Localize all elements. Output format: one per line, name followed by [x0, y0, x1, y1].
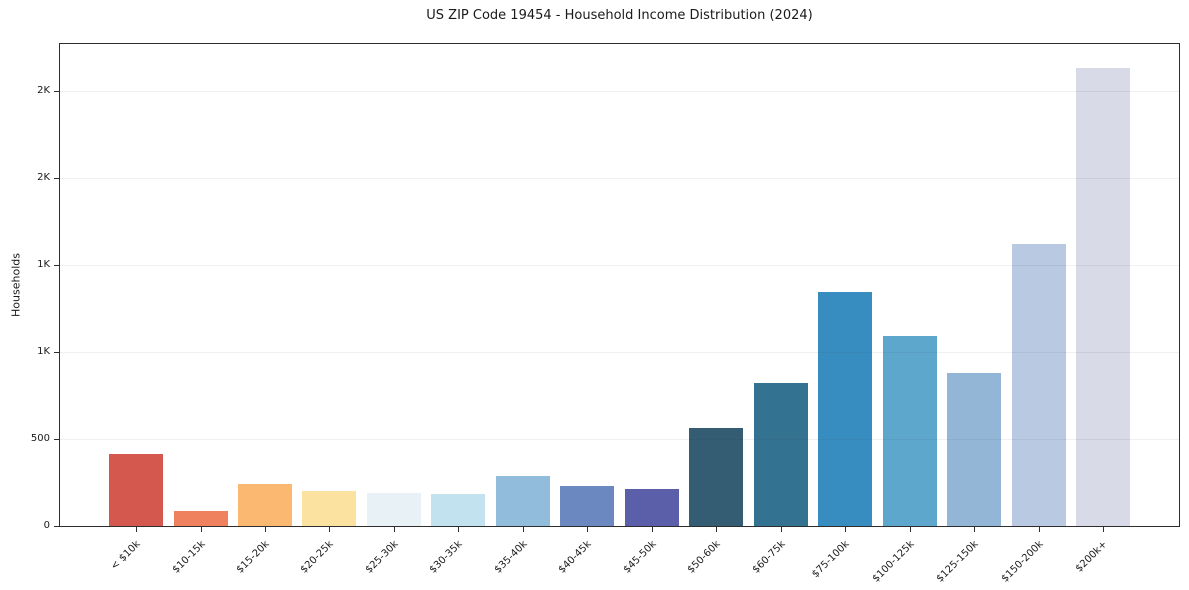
bar-10k [109, 454, 163, 526]
y-tick-label: 2K [37, 172, 50, 183]
y-tick-mark [54, 439, 59, 440]
x-tick-label: $20-25k [299, 538, 336, 576]
bar-40-45k [560, 486, 615, 526]
x-tick-label: $25-30k [363, 538, 401, 576]
x-tick-mark [974, 527, 976, 532]
x-tick-label: $45-50k [621, 538, 659, 576]
x-tick-label: $10-15k [170, 538, 208, 576]
x-tick-label: $200k+ [1073, 538, 1110, 575]
x-tick-label: $50-60k [685, 538, 723, 576]
y-tick-mark [54, 352, 59, 353]
x-tick-mark [1103, 527, 1104, 532]
x-tick-label: $30-35k [427, 538, 465, 576]
x-tick-mark [845, 527, 847, 532]
x-tick-mark [1038, 527, 1040, 532]
x-tick-label: $150-200k [999, 538, 1046, 585]
bar-20-25k [302, 491, 357, 526]
bar-10-15k [173, 511, 228, 526]
bars-layer [60, 44, 1179, 526]
x-tick-mark [522, 527, 524, 532]
bar-75-100k [818, 292, 873, 526]
x-tick-label: $75-100k [810, 538, 852, 581]
x-tick-mark [909, 527, 911, 532]
y-tick-label: 1K [37, 346, 50, 357]
bar-15-20k [237, 484, 292, 526]
bar-25-30k [366, 493, 421, 526]
bar-200k+ [1076, 68, 1130, 526]
chart-title: US ZIP Code 19454 - Household Income Dis… [426, 8, 813, 23]
x-tick-label: $100-125k [870, 538, 917, 585]
x-tick-label: $35-40k [492, 538, 530, 576]
x-tick-label: $60-75k [750, 538, 788, 576]
bar-125-150k [947, 373, 1002, 526]
x-tick-mark [136, 527, 137, 532]
y-tick-mark [54, 265, 59, 266]
x-tick-mark [393, 527, 395, 532]
bar-50-60k [689, 428, 744, 526]
y-tick-label: 1K [37, 259, 50, 270]
bar-30-35k [431, 494, 486, 526]
x-tick-label: < $10k [108, 538, 143, 573]
bar-60-75k [753, 383, 808, 526]
bar-150-200k [1011, 244, 1066, 526]
x-tick-mark [780, 527, 782, 532]
bar-45-50k [624, 489, 679, 526]
bar-35-40k [495, 476, 550, 526]
x-tick-mark [264, 527, 266, 532]
x-tick-mark [458, 527, 460, 532]
y-tick-label: 0 [43, 520, 50, 531]
x-tick-mark [200, 527, 202, 532]
y-tick-mark [54, 91, 59, 92]
x-tick-mark [651, 527, 653, 532]
x-tick-label: $125-150k [934, 538, 981, 585]
x-tick-label: $40-45k [556, 538, 594, 576]
x-tick-label: $15-20k [234, 538, 272, 576]
x-tick-mark [329, 527, 331, 532]
x-tick-mark [716, 527, 718, 532]
y-tick-label: 2K [37, 85, 50, 96]
bar-100-125k [882, 336, 937, 526]
y-tick-label: 500 [30, 433, 50, 444]
y-tick-mark [54, 178, 59, 179]
x-tick-mark [587, 527, 589, 532]
plot-area [59, 43, 1180, 527]
y-tick-mark [54, 526, 59, 527]
